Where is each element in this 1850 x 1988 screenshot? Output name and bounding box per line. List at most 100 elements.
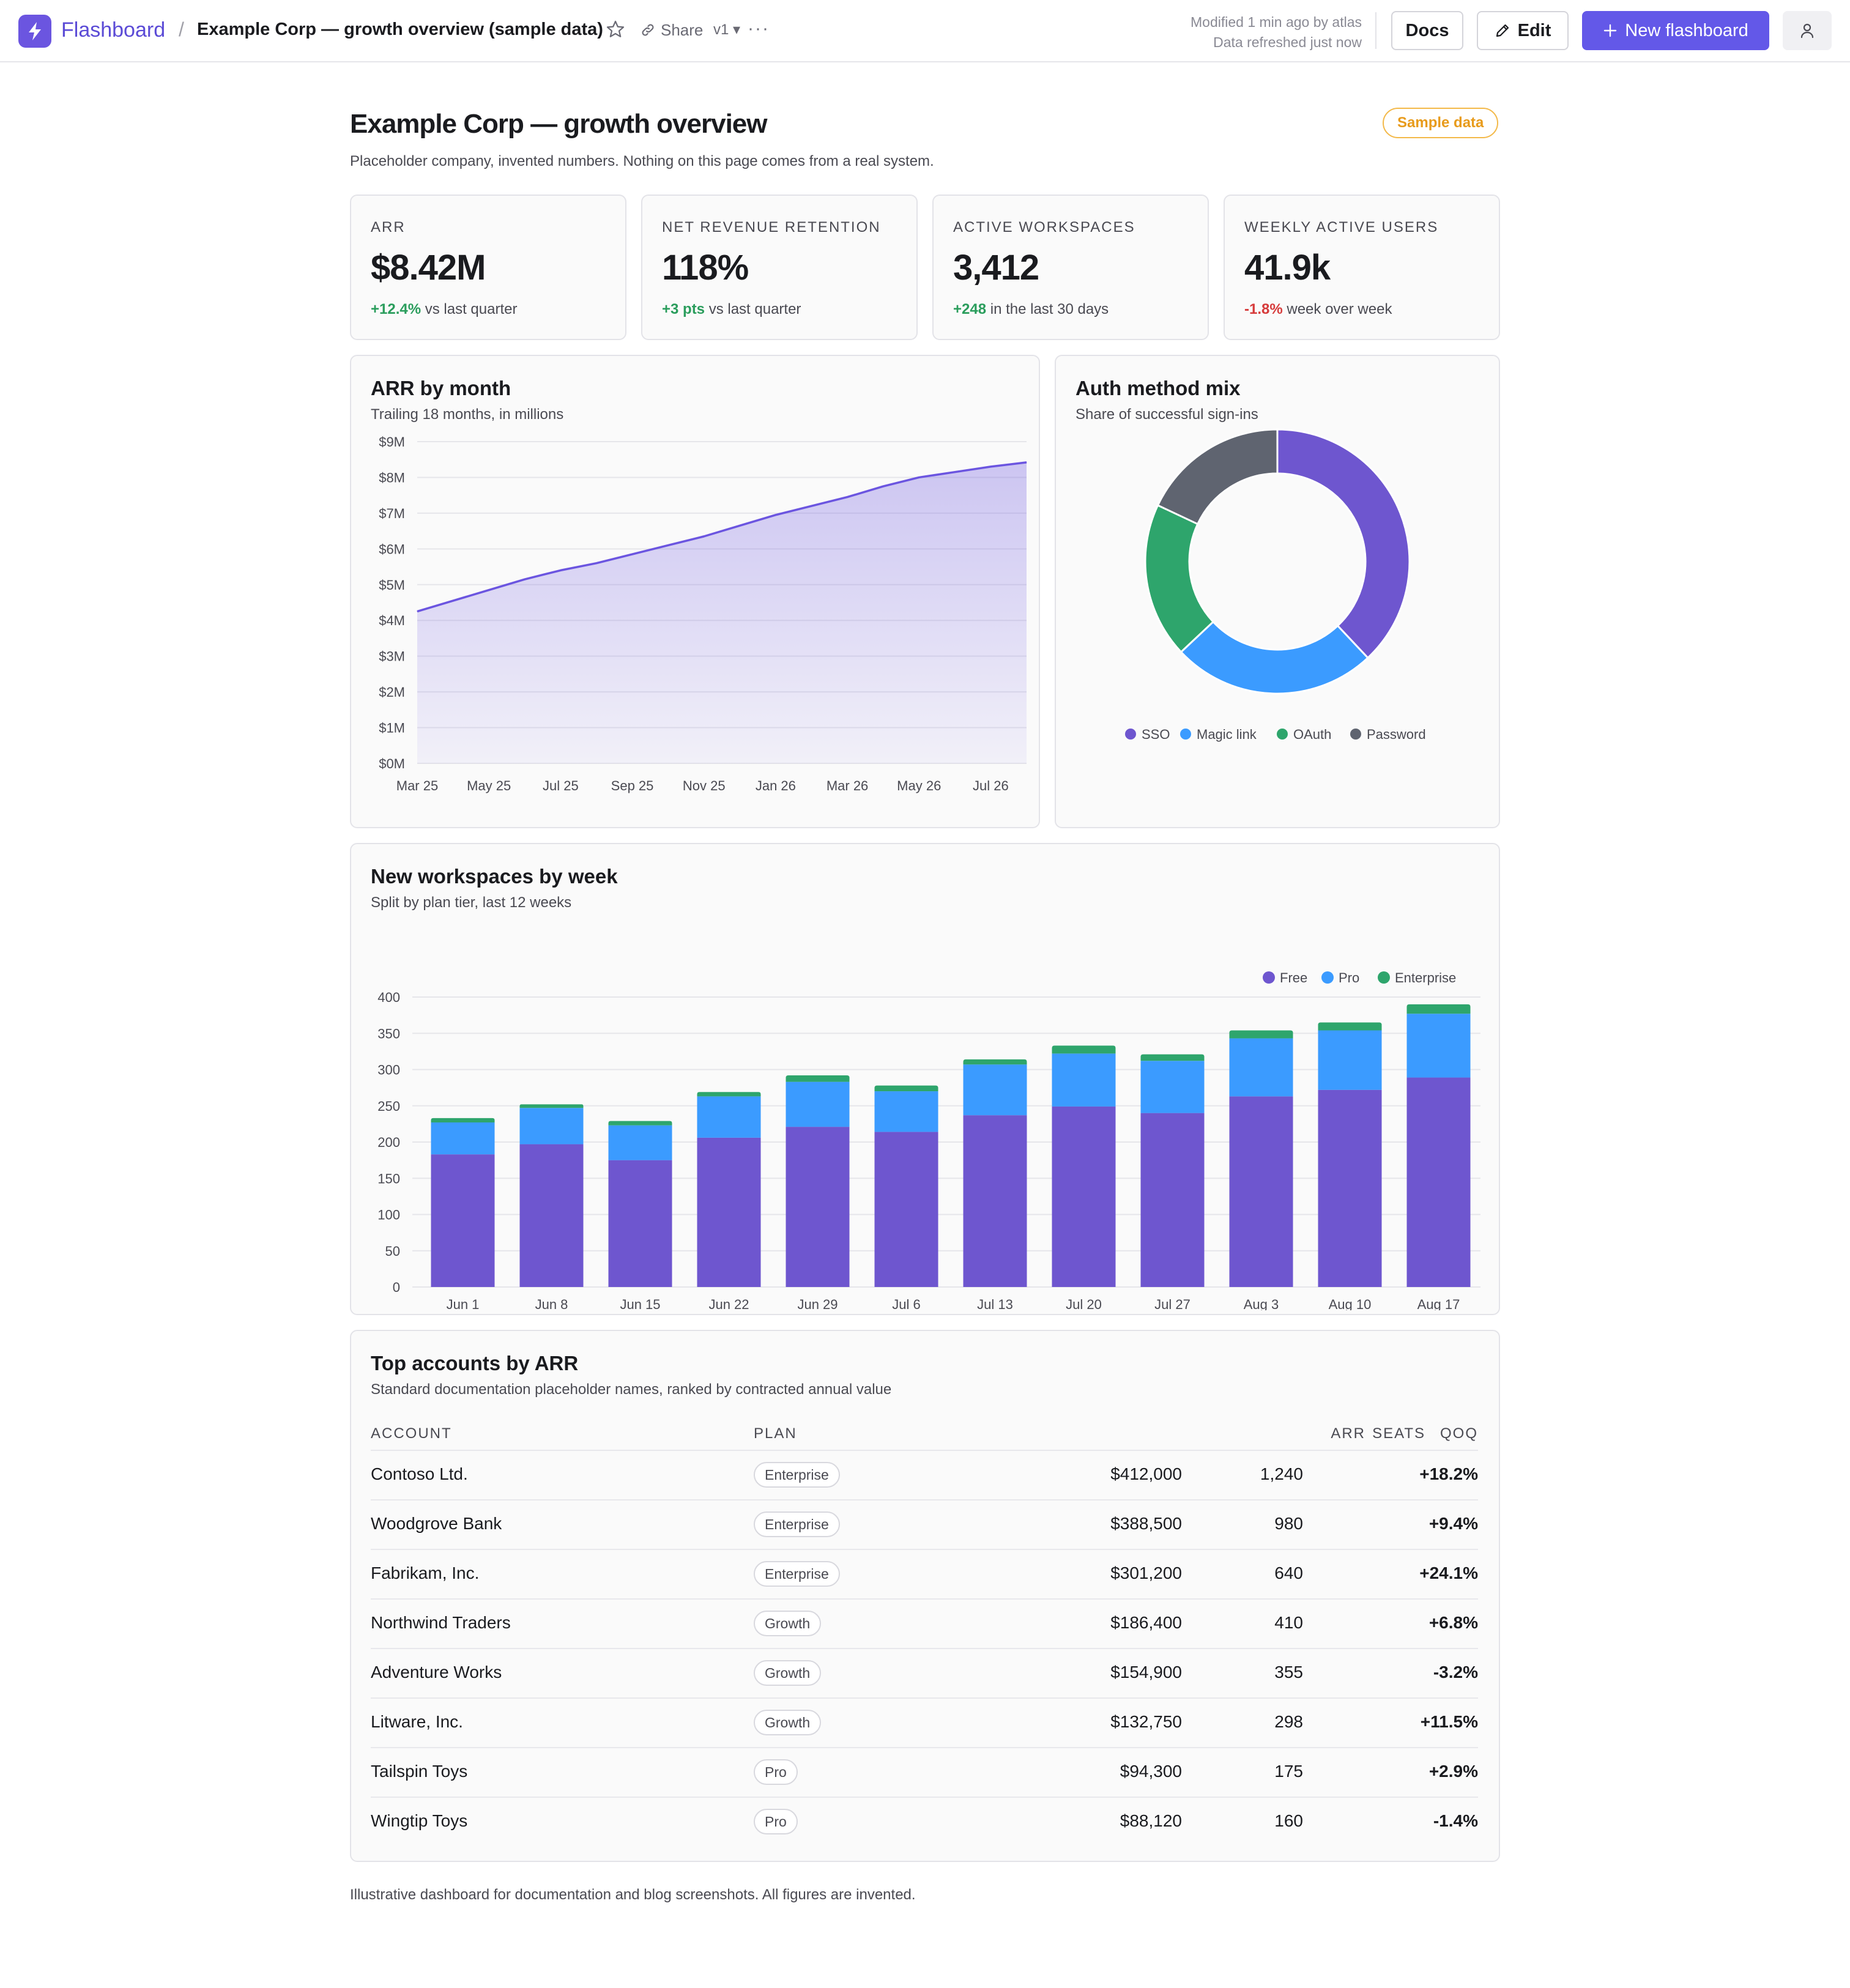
bar-segment-pro[interactable] [1140,1061,1205,1113]
edit-label: Edit [1517,20,1551,40]
bar-segment-free[interactable] [874,1132,938,1287]
bar-segment-pro[interactable] [697,1096,761,1138]
card-subtitle: Split by plan tier, last 12 weeks [371,894,572,911]
page-title: Example Corp — growth overview [350,109,767,139]
bar-segment-free[interactable] [608,1160,672,1287]
top-bar: Flashboard / Example Corp — growth overv… [0,0,1850,62]
qoq-value: +24.1% [1419,1563,1478,1582]
bar-segment-free[interactable] [1318,1089,1382,1287]
brand-name[interactable]: Flashboard [61,18,166,42]
x-tick-label: Jun 29 [797,1297,838,1310]
x-tick-label: Jun 1 [447,1297,480,1310]
account-name: Wingtip Toys [371,1811,468,1830]
star-icon[interactable] [606,20,625,39]
donut-slice-password[interactable] [1156,428,1279,525]
bar-segment-free[interactable] [519,1144,584,1287]
bar-segment-free[interactable] [431,1154,495,1287]
kpi-delta-text: in the last 30 days [986,301,1109,317]
bar-segment-enterprise[interactable] [786,1075,850,1082]
bar-segment-pro[interactable] [1318,1030,1382,1090]
bar-segment-enterprise[interactable] [519,1104,584,1108]
table-row[interactable]: Woodgrove Bank Enterprise $388,500 980 +9.4% [371,1499,1478,1548]
pencil-icon [1496,24,1509,37]
donut-slice-sso[interactable] [1276,428,1411,659]
bar-segment-pro[interactable] [963,1064,1027,1116]
y-tick-label: 50 [385,1244,400,1259]
column-header-arr[interactable]: ARR [1331,1425,1365,1442]
table-row[interactable]: Adventure Works Growth $154,900 355 -3.2% [371,1648,1478,1697]
bar-segment-free[interactable] [786,1127,850,1287]
docs-button[interactable]: Docs [1391,11,1463,50]
x-tick-label: Jul 13 [977,1297,1013,1310]
bar-segment-free[interactable] [1140,1113,1205,1287]
y-tick-label: $7M [379,506,405,521]
arr-point [775,514,776,516]
x-tick-label: Jul 27 [1154,1297,1191,1310]
share-label: Share [661,20,704,39]
qoq-value: +9.4% [1428,1514,1478,1533]
legend-swatch [1277,729,1288,740]
bar-segment-pro[interactable] [519,1108,584,1144]
bar-segment-enterprise[interactable] [874,1085,938,1092]
table-row[interactable]: Tailspin Toys Pro $94,300 175 +2.9% [371,1747,1478,1796]
legend-swatch [1321,971,1334,984]
more-options-icon[interactable]: ··· [748,18,770,39]
bar-segment-pro[interactable] [431,1122,495,1155]
bar-segment-enterprise[interactable] [963,1059,1027,1065]
column-header-plan[interactable]: PLAN [754,1425,797,1442]
donut-slice-oauth[interactable] [1144,504,1215,653]
version-dropdown[interactable]: v1 ▾ [713,21,741,38]
x-tick-label: Mar 25 [396,778,438,793]
bar-segment-enterprise[interactable] [1318,1022,1382,1031]
arr-point [632,554,633,555]
arr-series-line [417,461,1027,613]
kpi-label: WEEKLY ACTIVE USERS [1244,219,1439,236]
bar-segment-enterprise[interactable] [608,1121,672,1126]
card-title: New workspaces by week [371,865,618,888]
bar-segment-free[interactable] [963,1115,1027,1287]
bar-segment-pro[interactable] [786,1081,850,1127]
lightning-logo-icon[interactable] [18,15,51,48]
column-header-seats[interactable]: SEATS [1372,1425,1425,1442]
bar-segment-free[interactable] [1229,1096,1293,1287]
bar-segment-enterprise[interactable] [1140,1054,1205,1061]
table-row[interactable]: Fabrikam, Inc. Enterprise $301,200 640 +24.1… [371,1549,1478,1598]
bar-segment-enterprise[interactable] [1052,1045,1116,1054]
arr-value: $412,000 [1110,1464,1182,1483]
user-avatar-button[interactable] [1783,11,1832,50]
card-title: Auth method mix [1075,377,1241,399]
table-row[interactable]: Northwind Traders Growth $186,400 410 +6.8% [371,1598,1478,1647]
bar-segment-enterprise[interactable] [431,1118,495,1123]
column-header-account[interactable]: ACCOUNT [371,1425,452,1442]
new-flashboard-button[interactable]: New flashboard [1582,11,1769,50]
kpi-label: ACTIVE WORKSPACES [953,219,1135,236]
x-tick-label: May 25 [467,778,511,793]
donut-slice-magic-link[interactable] [1179,620,1369,695]
table-row[interactable]: Contoso Ltd. Enterprise $412,000 1,240 +18.2… [371,1450,1478,1499]
bar-segment-enterprise[interactable] [1229,1030,1293,1039]
dashboard-title-breadcrumb[interactable]: Example Corp — growth overview (sample d… [197,20,603,39]
bar-segment-enterprise[interactable] [697,1092,761,1097]
table-row[interactable]: Litware, Inc. Growth $132,750 298 +11.5% [371,1697,1478,1746]
bar-segment-pro[interactable] [608,1125,672,1160]
bar-segment-pro[interactable] [1229,1038,1293,1097]
x-tick-label: Aug 10 [1329,1297,1372,1310]
arr-area-chart: $0M $1M $2M $3M $4M $5M $6M $7M $8M $9M Mar 25 May … [379,434,1027,793]
kpi-value: $8.42M [371,248,486,287]
table-row[interactable]: Wingtip Toys Pro $88,120 160 -1.4% [371,1797,1478,1845]
bar-segment-pro[interactable] [1406,1014,1471,1078]
column-header-qoq[interactable]: QOQ [1440,1425,1478,1442]
bar-segment-free[interactable] [1052,1106,1116,1287]
kpi-value: 118% [662,248,749,287]
kpi-card-workspaces: ACTIVE WORKSPACES 3,412 +248 in the last… [932,195,1209,340]
bar-segment-pro[interactable] [874,1091,938,1132]
legend-label: OAuth [1293,727,1331,742]
bar-segment-enterprise[interactable] [1406,1004,1471,1014]
edit-button[interactable]: Edit [1477,11,1569,50]
share-button[interactable]: Share [640,20,703,40]
bar-segment-free[interactable] [697,1137,761,1287]
bar-segment-pro[interactable] [1052,1053,1116,1107]
bar-segment-free[interactable] [1406,1077,1471,1287]
arr-by-month-card: ARR by month Trailing 18 months, in mill… [350,355,1040,828]
kpi-value: 3,412 [953,248,1039,287]
